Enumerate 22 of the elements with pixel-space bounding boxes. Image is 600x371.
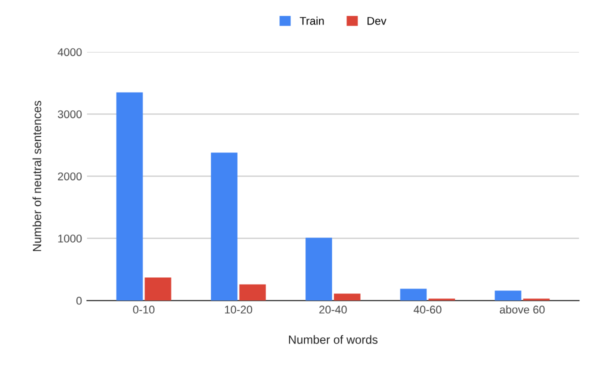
y-tick-label: 4000 (58, 48, 82, 56)
bar (116, 92, 143, 301)
x-tick-label: 40-60 (414, 306, 442, 314)
bar (494, 290, 522, 301)
legend-label: Dev (368, 17, 386, 25)
y-tick-label: 3000 (58, 110, 82, 118)
x-tick-label: 10-20 (225, 306, 252, 314)
bar (400, 288, 427, 301)
legend-label: Train (300, 16, 324, 25)
bar (334, 294, 360, 301)
y-axis-title: Number of neutral sentences (32, 100, 42, 252)
y-tick-label: 2000 (58, 172, 82, 180)
x-tick-label: above 60 (500, 305, 545, 314)
y-tick-label: 1000 (58, 234, 82, 243)
bar (306, 238, 332, 301)
y-tick-label: 0 (76, 296, 82, 305)
x-tick-label: 20-40 (319, 306, 347, 314)
x-axis-title: Number of words (289, 335, 378, 344)
bar (210, 152, 238, 301)
x-tick-label: 0-10 (133, 306, 154, 314)
bar (239, 284, 266, 301)
bar (144, 278, 172, 301)
